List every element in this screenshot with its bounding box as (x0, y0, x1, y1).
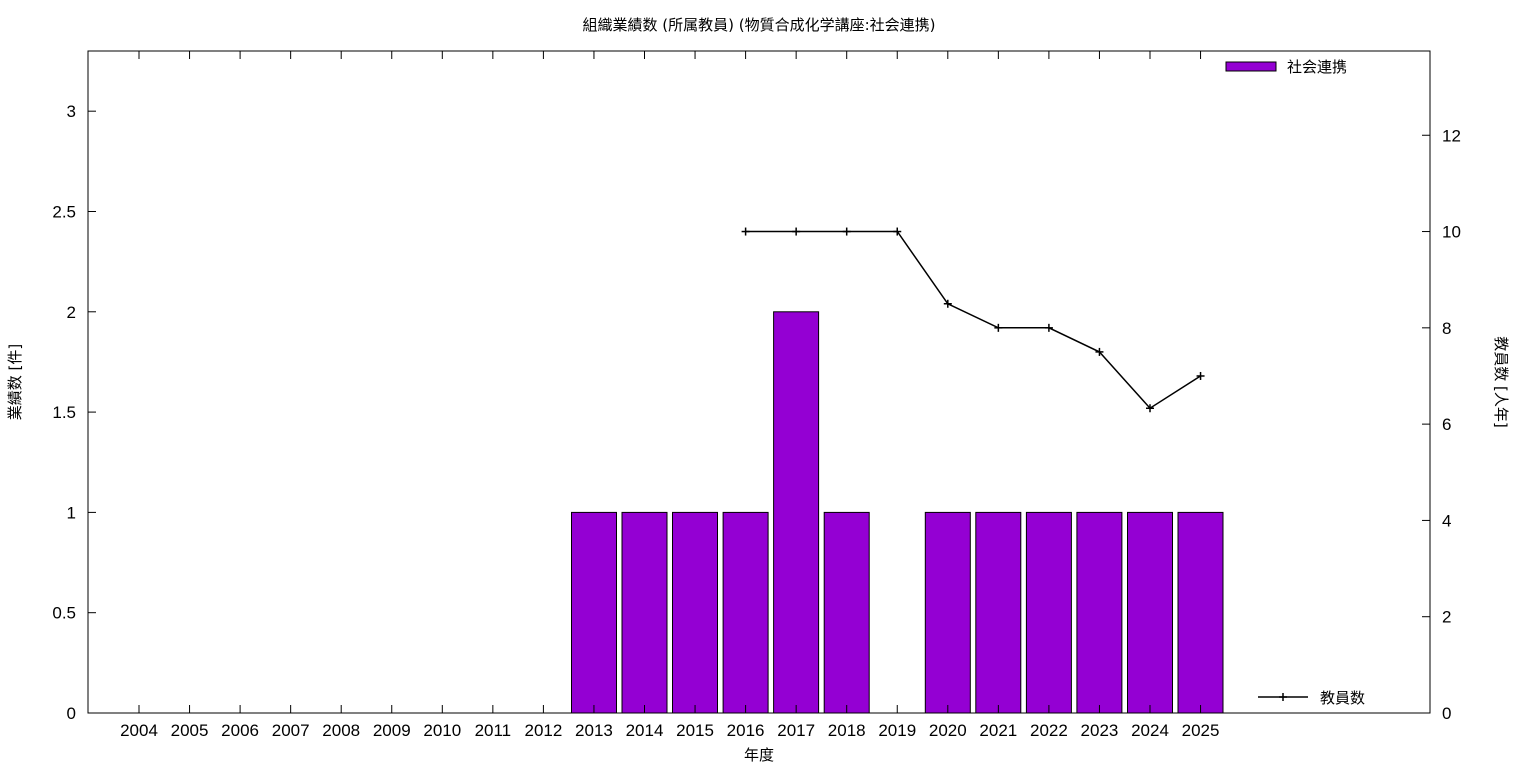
bar-2014 (621, 511, 668, 714)
point-2016 (741, 227, 750, 236)
bars-layer (571, 311, 1224, 714)
plot-frame (87, 50, 1431, 714)
y2-axis-label: 教員数 [人年] (1492, 336, 1510, 427)
legend-bar-label: 社会連携 (1287, 58, 1347, 76)
y2-tick-label: 12 (1442, 126, 1461, 145)
bar-2022 (1025, 511, 1072, 714)
y2-tick-label: 0 (1442, 704, 1451, 723)
x-tick-label: 2017 (777, 721, 815, 740)
x-tick-label: 2018 (828, 721, 866, 740)
point-2020 (943, 299, 952, 308)
bar-2013 (571, 511, 617, 714)
point-2017 (792, 227, 801, 236)
point-2025 (1196, 371, 1205, 380)
line-layer (741, 227, 1205, 413)
point-2018 (842, 227, 851, 236)
x-tick-label: 2010 (423, 721, 461, 740)
x-axis-label: 年度 (744, 746, 774, 764)
x-tick-label: 2019 (878, 721, 916, 740)
point-2024 (1146, 404, 1154, 413)
x-tick-label: 2014 (626, 721, 664, 740)
ticks-layer: 0 0.5 1 1.5 2 2.5 3 0 2 4 6 8 10 12 2004 2005 2006 2007 20… (52, 51, 1461, 740)
x-tick-label: 2022 (1030, 721, 1068, 740)
y-axis-label: 業績数 [件] (6, 344, 24, 420)
line-teacher-count (745, 230, 1201, 410)
x-tick-label: 2008 (322, 721, 360, 740)
y-tick-label: 2.5 (52, 202, 76, 221)
y-tick-label: 2 (67, 303, 76, 322)
bar-2020 (924, 511, 971, 714)
x-tick-label: 2006 (221, 721, 259, 740)
bar-2021 (975, 511, 1022, 714)
x-tick-label: 2020 (929, 721, 967, 740)
bar-2015 (672, 511, 718, 714)
legend-bar-series: 社会連携 (1225, 58, 1347, 76)
x-tick-label: 2011 (475, 721, 512, 740)
y2-tick-label: 6 (1442, 415, 1451, 434)
bar-2024 (1127, 511, 1173, 714)
x-tick-label: 2013 (575, 721, 613, 740)
point-2022 (1044, 323, 1053, 332)
point-2019 (893, 227, 902, 236)
y2-tick-label: 4 (1442, 511, 1451, 530)
bar-2017 (773, 311, 820, 714)
bar-2018 (823, 511, 870, 714)
point-2023 (1095, 347, 1104, 356)
x-tick-label: 2012 (524, 721, 562, 740)
y-tick-label: 0 (67, 704, 76, 723)
x-tick-label: 2009 (373, 721, 411, 740)
x-tick-label: 2024 (1131, 721, 1169, 740)
x-tick-label: 2025 (1182, 721, 1220, 740)
chart-title: 組織業績数 (所属教員) (物質合成化学講座:社会連携) (582, 16, 935, 34)
y2-tick-label: 8 (1442, 319, 1451, 338)
bar-2016 (722, 511, 769, 714)
y-tick-label: 1.5 (52, 403, 76, 422)
x-tick-label: 2004 (120, 721, 158, 740)
x-tick-label: 2023 (1081, 721, 1119, 740)
x-tick-label: 2007 (272, 721, 310, 740)
legend-line-label: 教員数 (1320, 689, 1365, 707)
bar-2023 (1076, 511, 1123, 714)
y2-tick-label: 2 (1442, 608, 1451, 627)
x-tick-label: 2015 (676, 721, 714, 740)
legend-bar-swatch (1225, 61, 1277, 72)
y-tick-label: 3 (67, 102, 76, 121)
y-tick-label: 0.5 (52, 604, 76, 623)
x-tick-label: 2005 (171, 721, 209, 740)
x-tick-label: 2016 (727, 721, 765, 740)
x-tick-label: 2021 (979, 721, 1017, 740)
point-2021 (994, 323, 1003, 332)
legend-line-series: 教員数 (1258, 689, 1365, 707)
bar-2025 (1177, 511, 1224, 714)
y2-tick-label: 10 (1442, 223, 1461, 242)
y-tick-label: 1 (67, 503, 76, 522)
